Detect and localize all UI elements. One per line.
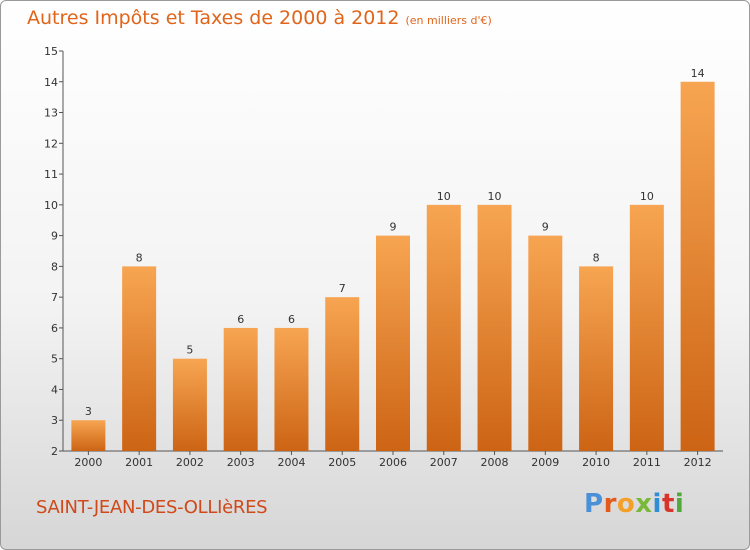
y-tick-label: 5 <box>51 353 58 366</box>
bar <box>71 420 106 451</box>
bar-value-label: 10 <box>488 190 502 203</box>
y-tick-label: 8 <box>51 260 58 273</box>
x-tick-label: 2000 <box>74 456 102 469</box>
brand-letter: x <box>635 489 653 519</box>
bar <box>680 81 715 452</box>
y-tick-label: 12 <box>44 137 58 150</box>
y-tick-label: 6 <box>51 322 58 335</box>
bar-value-label: 10 <box>437 190 451 203</box>
bar <box>528 235 563 451</box>
y-tick-label: 11 <box>44 168 58 181</box>
bar-value-label: 6 <box>237 313 244 326</box>
y-tick-label: 14 <box>44 76 58 89</box>
y-tick-label: 3 <box>51 414 58 427</box>
x-tick-label: 2001 <box>125 456 153 469</box>
chart-title: Autres Impôts et Taxes de 2000 à 2012 <box>27 7 400 29</box>
x-tick-label: 2006 <box>379 456 407 469</box>
bar-value-label: 9 <box>542 221 549 234</box>
bar <box>325 297 360 451</box>
brand-letter: i <box>652 489 662 519</box>
bar <box>122 266 157 451</box>
x-tick-label: 2012 <box>684 456 712 469</box>
bar <box>223 327 258 451</box>
y-tick-label: 10 <box>44 199 58 212</box>
labels: 3 2000 8 2001 5 2002 6 2003 6 2004 7 2005 9 2006 10 200… <box>74 67 711 469</box>
bar-value-label: 7 <box>339 282 346 295</box>
x-tick-label: 2004 <box>277 456 305 469</box>
x-tick-label: 2010 <box>582 456 610 469</box>
brand-letter: o <box>616 489 636 519</box>
brand-letter: i <box>674 489 685 519</box>
bar-value-label: 9 <box>390 221 397 234</box>
bar <box>629 204 664 451</box>
brand-letter: r <box>603 489 617 519</box>
bar <box>274 327 309 451</box>
x-tick-label: 2008 <box>481 456 509 469</box>
bar <box>579 266 614 451</box>
proxiti-logo: Proxiti <box>584 489 684 519</box>
y-tick-label: 7 <box>51 291 58 304</box>
chart-subtitle: (en milliers d'€) <box>405 14 492 27</box>
bar <box>426 204 461 451</box>
bar-value-label: 8 <box>136 251 143 264</box>
x-tick-label: 2011 <box>633 456 661 469</box>
bars <box>71 81 715 452</box>
brand-letter: t <box>661 489 675 519</box>
y-tick-label: 4 <box>51 383 58 396</box>
x-tick-label: 2009 <box>531 456 559 469</box>
bar-value-label: 10 <box>640 190 654 203</box>
y-tick-label: 9 <box>51 230 58 243</box>
bar <box>172 358 207 451</box>
bar-value-label: 8 <box>593 251 600 264</box>
commune-name: SAINT-JEAN-DES-OLLIèRES <box>36 497 268 518</box>
bar-value-label: 6 <box>288 313 295 326</box>
brand-letter: P <box>584 489 604 519</box>
bar-value-label: 14 <box>691 67 705 80</box>
x-tick-label: 2003 <box>227 456 255 469</box>
y-tick-label: 15 <box>44 45 58 58</box>
bar-value-label: 3 <box>85 405 92 418</box>
x-tick-label: 2005 <box>328 456 356 469</box>
bar <box>477 204 512 451</box>
x-tick-label: 2002 <box>176 456 204 469</box>
bar <box>376 235 410 451</box>
y-tick-label: 13 <box>44 107 58 120</box>
x-tick-label: 2007 <box>430 456 458 469</box>
bar-value-label: 5 <box>186 344 193 357</box>
chart-title-block: Autres Impôts et Taxes de 2000 à 2012 (en… <box>27 7 492 29</box>
y-tick-label: 2 <box>51 445 58 458</box>
